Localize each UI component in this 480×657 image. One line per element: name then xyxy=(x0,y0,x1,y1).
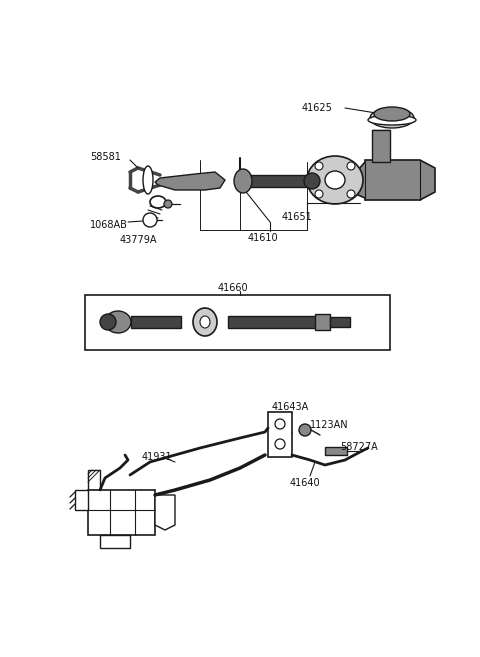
Ellipse shape xyxy=(374,107,410,121)
Bar xyxy=(85,295,390,350)
Text: 41660: 41660 xyxy=(218,283,249,293)
Text: 41931: 41931 xyxy=(142,452,173,462)
Ellipse shape xyxy=(275,439,285,449)
Bar xyxy=(268,412,292,457)
Ellipse shape xyxy=(368,115,416,125)
Text: 41643A: 41643A xyxy=(272,402,309,412)
Ellipse shape xyxy=(234,169,252,193)
Bar xyxy=(315,314,330,330)
Ellipse shape xyxy=(200,316,210,328)
Bar xyxy=(330,317,350,327)
Polygon shape xyxy=(358,160,435,200)
Polygon shape xyxy=(155,495,175,530)
Text: 43779A: 43779A xyxy=(120,235,157,245)
Bar xyxy=(325,447,347,455)
Bar xyxy=(131,316,181,328)
Text: 41651: 41651 xyxy=(282,212,313,222)
Polygon shape xyxy=(100,535,130,548)
Text: 41610: 41610 xyxy=(248,233,278,243)
Text: 1123AN: 1123AN xyxy=(310,420,348,430)
Ellipse shape xyxy=(325,171,345,189)
Ellipse shape xyxy=(307,156,363,204)
Ellipse shape xyxy=(304,173,320,189)
Polygon shape xyxy=(88,490,155,535)
Ellipse shape xyxy=(370,108,414,128)
Bar xyxy=(240,175,312,187)
Ellipse shape xyxy=(150,196,166,208)
Ellipse shape xyxy=(315,162,323,170)
Ellipse shape xyxy=(193,308,217,336)
Bar xyxy=(228,316,323,328)
Bar xyxy=(372,130,390,162)
Polygon shape xyxy=(75,490,88,510)
Text: 58581: 58581 xyxy=(90,152,121,162)
Ellipse shape xyxy=(105,311,131,333)
Ellipse shape xyxy=(347,190,355,198)
Ellipse shape xyxy=(143,166,153,194)
Ellipse shape xyxy=(299,424,311,436)
Ellipse shape xyxy=(315,190,323,198)
Ellipse shape xyxy=(143,213,157,227)
Ellipse shape xyxy=(275,419,285,429)
Polygon shape xyxy=(88,470,100,490)
Text: 41640: 41640 xyxy=(290,478,321,488)
Ellipse shape xyxy=(347,162,355,170)
Ellipse shape xyxy=(100,314,116,330)
Text: 58727A: 58727A xyxy=(340,442,378,452)
Text: 1068AB: 1068AB xyxy=(90,220,128,230)
Polygon shape xyxy=(155,172,225,190)
Text: 41625: 41625 xyxy=(302,103,333,113)
Ellipse shape xyxy=(164,200,172,208)
